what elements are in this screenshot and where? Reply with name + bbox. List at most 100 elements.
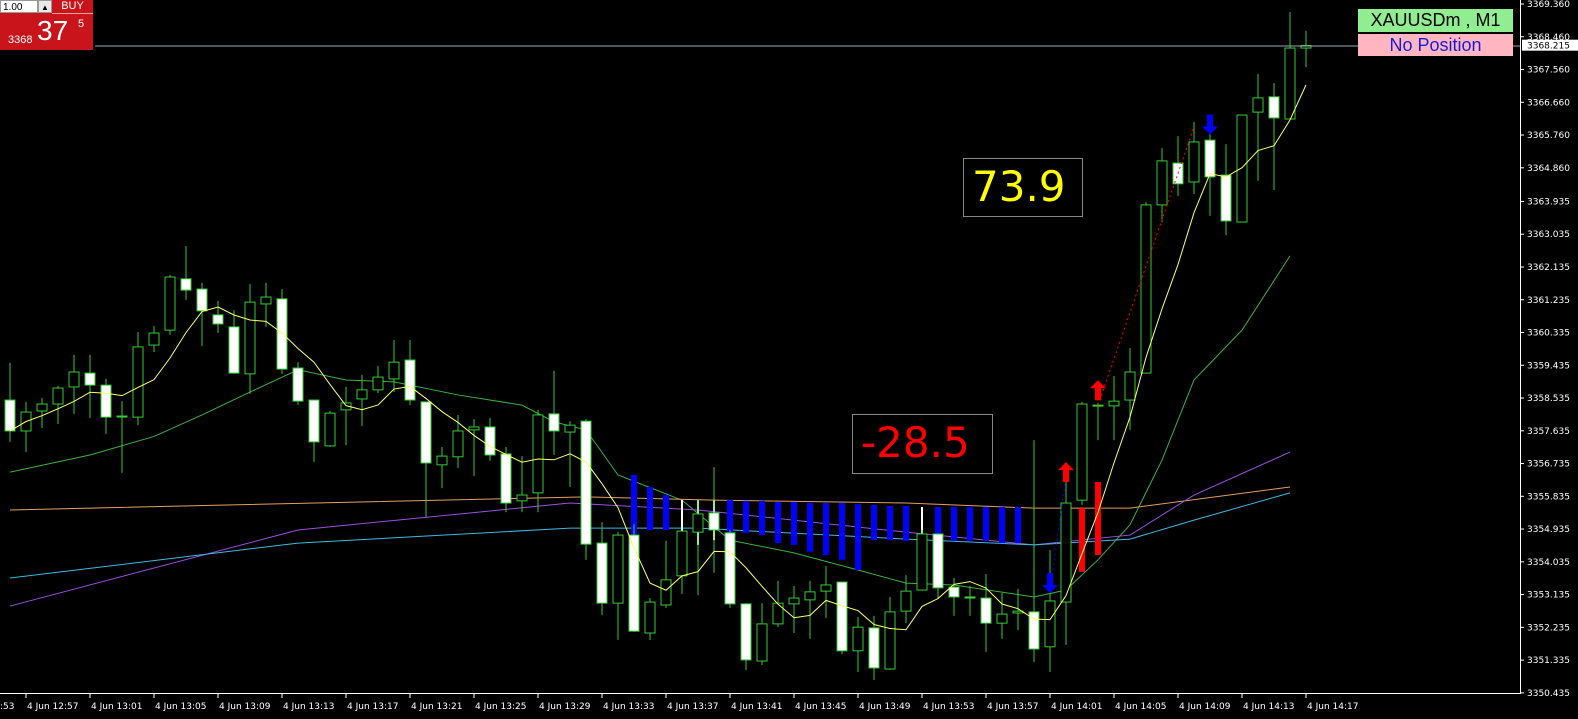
candle-bear <box>308 399 320 443</box>
candle-bull <box>692 513 704 533</box>
candle-bear <box>628 534 640 632</box>
candle-bull <box>996 613 1008 624</box>
band-bar <box>631 475 637 560</box>
current-price-label: 3368.215 <box>1527 42 1570 52</box>
candle-bull <box>660 579 672 606</box>
time-tick-label: 4 Jun 12:53 <box>0 702 14 712</box>
candle-bull <box>340 402 352 411</box>
price-tick-label: 3360.335 <box>1527 329 1570 339</box>
candle-bull <box>1044 600 1056 648</box>
current-price-marker <box>1522 39 1578 51</box>
candle-bear <box>196 288 208 312</box>
signal-dotted-line <box>1049 476 1067 591</box>
triangle-up-icon[interactable]: ▲ <box>38 0 52 13</box>
ask-price-pips[interactable]: 37 <box>37 15 69 46</box>
candle-bull <box>244 301 256 375</box>
candle-bull <box>1140 204 1152 374</box>
candle-bull <box>532 414 544 494</box>
signal-dotted-line <box>1097 126 1195 406</box>
candle-bear <box>180 278 192 291</box>
band-bar <box>903 505 909 541</box>
candle-bear <box>1028 611 1040 650</box>
band-bar <box>775 501 781 544</box>
candle-bull <box>612 534 624 604</box>
lot-size-input[interactable]: 1.00 <box>0 0 38 13</box>
time-axis: 4 Jun 12:53 4 Jun 12:57 4 Jun 13:01 4 Jun 1… <box>0 693 1358 712</box>
band-bar <box>681 500 683 560</box>
price-tick-label: 3358.535 <box>1527 394 1570 404</box>
band-bar <box>887 505 893 541</box>
price-tick-label: 3351.335 <box>1527 656 1570 666</box>
candle-bear <box>228 326 240 374</box>
price-tick-label: 3364.860 <box>1527 164 1570 174</box>
candle-bull <box>788 597 800 605</box>
band-bar <box>743 500 749 533</box>
candle-bear <box>836 581 848 652</box>
candle-bear <box>1204 139 1216 178</box>
price-tick-label: 3363.935 <box>1527 197 1570 207</box>
band-bar <box>967 507 973 541</box>
time-tick-label: 4 Jun 13:25 <box>475 702 526 712</box>
candle-bull <box>564 424 576 433</box>
candle-bull <box>372 376 384 391</box>
candle-bull <box>1092 404 1104 407</box>
arrow-down-icon <box>1042 573 1058 594</box>
buy-button[interactable]: BUY <box>52 0 93 14</box>
time-tick-label: 4 Jun 13:49 <box>859 702 911 712</box>
candle-bear <box>1220 174 1232 222</box>
candle-bull <box>260 296 272 305</box>
candle-bull <box>1124 371 1136 401</box>
candle-bull <box>772 602 784 625</box>
price-tick-label: 3354.035 <box>1527 558 1570 568</box>
time-tick-label: 4 Jun 14:17 <box>1307 702 1358 712</box>
time-tick-label: 4 Jun 13:57 <box>987 702 1038 712</box>
candle-bull <box>1156 160 1168 206</box>
candles <box>4 12 1312 680</box>
time-tick-label: 4 Jun 13:17 <box>347 702 398 712</box>
candle-bull <box>916 533 928 591</box>
candle-bull <box>852 626 864 652</box>
candle-bull <box>1300 44 1312 49</box>
candle-bear <box>276 298 288 370</box>
candle-bull <box>1252 97 1264 113</box>
time-tick-label: 4 Jun 14:05 <box>1115 702 1166 712</box>
time-tick-label: 4 Jun 14:01 <box>1051 702 1102 712</box>
time-tick-label: 4 Jun 13:21 <box>411 702 462 712</box>
candle-bear <box>724 532 736 605</box>
candle-bull <box>756 623 768 662</box>
candle-bull <box>1076 403 1088 501</box>
band-bar <box>935 507 941 541</box>
candle-bull <box>676 530 688 577</box>
price-tick-label: 3368.460 <box>1527 33 1570 43</box>
time-tick-label: 4 Jun 13:05 <box>155 702 206 712</box>
signals <box>1042 114 1218 594</box>
price-tick-label: 3356.735 <box>1527 460 1570 470</box>
candle-bear <box>404 359 416 401</box>
candle-bull <box>324 412 336 447</box>
time-tick-label: 4 Jun 13:41 <box>731 702 782 712</box>
candle-bull <box>388 361 400 380</box>
candle-bull <box>52 387 64 405</box>
candle-bear <box>708 512 720 531</box>
price-tick-label: 3357.635 <box>1527 427 1570 437</box>
time-tick-label: 4 Jun 13:37 <box>667 702 718 712</box>
candle-bull <box>148 332 160 346</box>
price-tick-label: 3361.235 <box>1527 296 1570 306</box>
price-tick-label: 3350.435 <box>1527 689 1570 699</box>
price-tick-label: 3369.360 <box>1527 0 1570 10</box>
candle-bull <box>1284 47 1296 120</box>
ask-price-prefix[interactable]: 3368 <box>8 34 33 46</box>
candle-bull <box>164 276 176 331</box>
candle-bull <box>1060 502 1072 603</box>
price-tick-label: 3352.235 <box>1527 623 1570 633</box>
fast-ma <box>9 84 1307 631</box>
band-bar <box>823 503 829 556</box>
arrow-down-icon <box>1202 114 1218 135</box>
band-bar <box>759 500 765 536</box>
ask-price-fraction[interactable]: 5 <box>78 18 85 30</box>
candle-bear <box>1268 96 1280 119</box>
candle-bull <box>516 494 528 502</box>
band-bar <box>871 504 877 541</box>
loss-value-box: -28.5 <box>852 414 993 474</box>
